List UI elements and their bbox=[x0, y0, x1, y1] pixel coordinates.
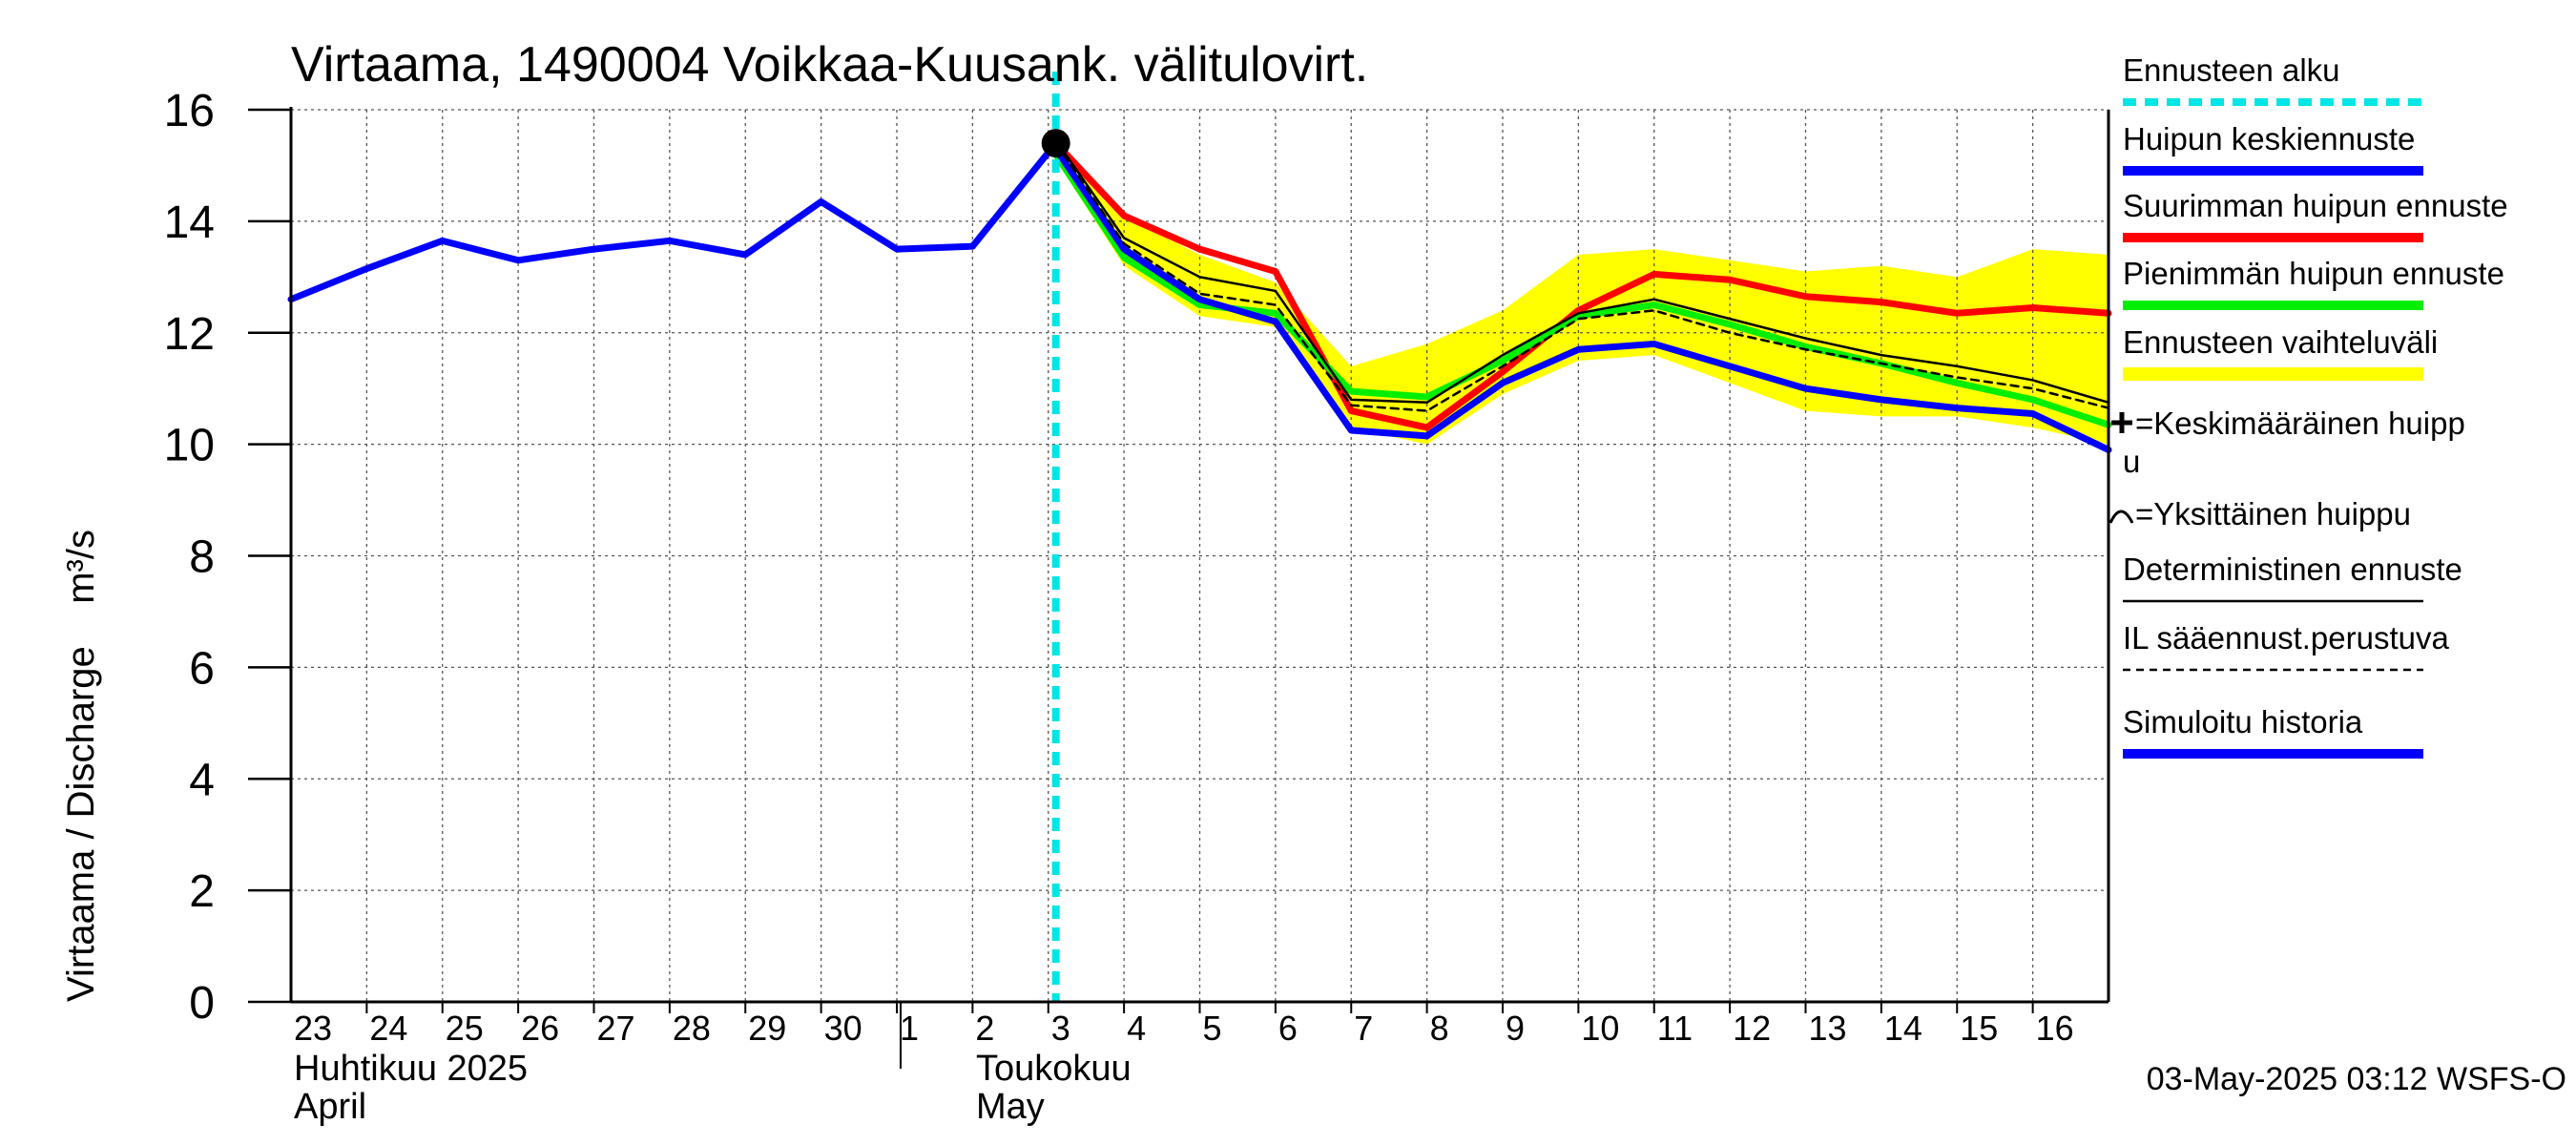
grid bbox=[291, 109, 2109, 1002]
legend-label: =Keskimääräinen huipp bbox=[2135, 406, 2465, 441]
month-label-en: April bbox=[294, 1087, 366, 1127]
y-tick-label: 8 bbox=[189, 532, 215, 583]
x-tick-label: 15 bbox=[1960, 1009, 1998, 1048]
legend-label: Ennusteen vaihteluväli bbox=[2123, 324, 2438, 360]
x-tick-label: 29 bbox=[748, 1009, 786, 1048]
x-tick-label: 30 bbox=[824, 1009, 862, 1048]
x-tick-label: 27 bbox=[597, 1009, 635, 1048]
y-tick-label: 4 bbox=[189, 755, 215, 805]
series-line-il-s-ennust-perustuva bbox=[1054, 141, 2110, 412]
x-tick-label: 8 bbox=[1430, 1009, 1449, 1048]
x-tick-label: 13 bbox=[1809, 1009, 1847, 1048]
legend-label: Huipun keskiennuste bbox=[2123, 121, 2415, 156]
series-line-simuloitu-historia bbox=[287, 139, 1060, 303]
y-tick-label: 2 bbox=[189, 866, 215, 917]
legend-label: IL sääennust.perustuva bbox=[2123, 620, 2449, 656]
y-axis-label: Virtaama / Discharge m³/s bbox=[60, 530, 102, 1002]
footer-timestamp: 03-May-2025 03:12 WSFS-O bbox=[2147, 1061, 2566, 1097]
x-tick-label: 25 bbox=[446, 1009, 484, 1048]
legend: Ennusteen alku Huipun keskiennuste Suurimm… bbox=[2109, 52, 2508, 759]
x-tick-label: 11 bbox=[1657, 1009, 1693, 1048]
y-tick-label: 12 bbox=[164, 309, 215, 360]
plus-icon bbox=[2111, 412, 2132, 433]
y-tick-label: 14 bbox=[164, 198, 215, 248]
series-layer bbox=[287, 72, 2112, 1002]
month-label-fi: Huhtikuu 2025 bbox=[294, 1049, 528, 1089]
series-line-deterministinen-ennuste bbox=[1054, 138, 2110, 405]
forecast-range-band bbox=[1055, 137, 2109, 445]
x-tick-label: 10 bbox=[1581, 1009, 1619, 1048]
axes bbox=[248, 107, 2110, 1069]
y-tick-label: 10 bbox=[164, 421, 215, 471]
chart-title: Virtaama, 1490004 Voikkaa-Kuusank. välit… bbox=[291, 37, 1368, 93]
y-tick-label: 6 bbox=[189, 643, 215, 694]
x-tick-label: 14 bbox=[1884, 1009, 1922, 1048]
x-tick-label: 7 bbox=[1354, 1009, 1373, 1048]
legend-label: Ennusteen alku bbox=[2123, 52, 2340, 88]
x-tick-label: 1 bbox=[900, 1009, 919, 1048]
month-label-fi: Toukokuu bbox=[976, 1049, 1132, 1089]
x-tick-label: 23 bbox=[294, 1009, 332, 1048]
month-label-en: May bbox=[976, 1087, 1045, 1127]
peak-marker bbox=[1041, 129, 1070, 158]
x-tick-label: 4 bbox=[1127, 1009, 1146, 1048]
series-line-suurimman-huipun-ennuste bbox=[1052, 139, 2112, 431]
legend-label: =Yksittäinen huippu bbox=[2135, 496, 2411, 531]
x-tick-label: 24 bbox=[369, 1009, 407, 1048]
x-tick-label: 26 bbox=[521, 1009, 559, 1048]
x-tick-label: 16 bbox=[2036, 1009, 2074, 1048]
legend-label-continued: u bbox=[2123, 444, 2140, 479]
legend-label: Simuloitu historia bbox=[2123, 704, 2363, 739]
forecast-range-band-layer bbox=[1055, 137, 2109, 445]
y-tick-label: 16 bbox=[164, 86, 215, 136]
x-tick-label: 9 bbox=[1506, 1009, 1525, 1048]
y-tick-label: 0 bbox=[189, 978, 215, 1029]
legend-label: Deterministinen ennuste bbox=[2123, 552, 2462, 587]
arc-icon bbox=[2109, 510, 2134, 524]
series-line-huipun-keskiennuste bbox=[1052, 145, 2112, 453]
x-tick-label: 28 bbox=[673, 1009, 711, 1048]
x-tick-label: 2 bbox=[975, 1009, 994, 1048]
x-tick-label: 5 bbox=[1203, 1009, 1222, 1048]
x-tick-label: 12 bbox=[1733, 1009, 1771, 1048]
legend-label: Pienimmän huipun ennuste bbox=[2123, 256, 2504, 291]
x-tick-label: 3 bbox=[1051, 1009, 1070, 1048]
x-tick-label: 6 bbox=[1278, 1009, 1298, 1048]
legend-label: Suurimman huipun ennuste bbox=[2123, 188, 2508, 223]
